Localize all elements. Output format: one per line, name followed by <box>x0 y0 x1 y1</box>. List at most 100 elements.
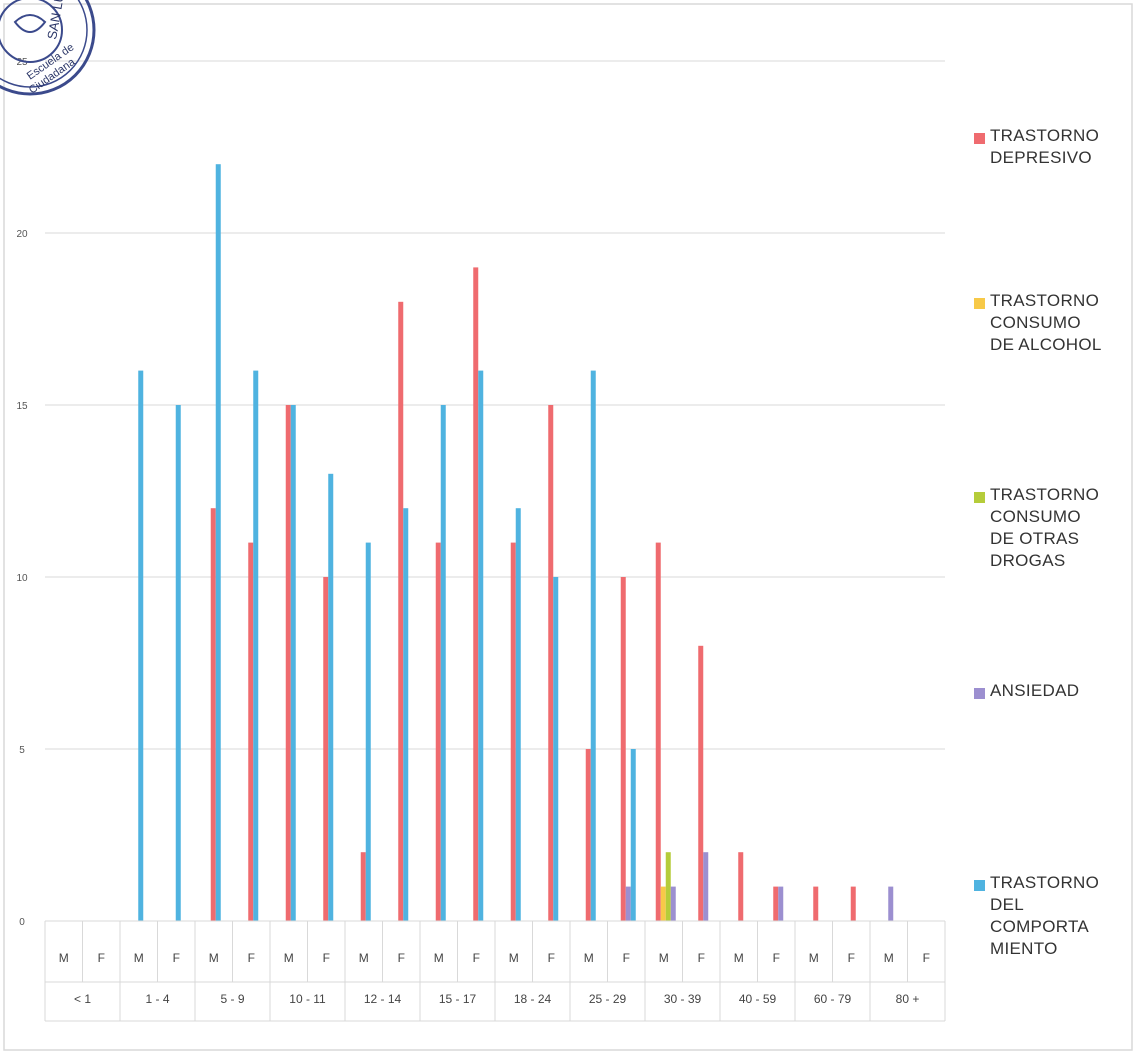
bar <box>515 508 521 921</box>
bar <box>665 852 671 921</box>
bar <box>738 852 744 921</box>
bar <box>210 508 216 921</box>
x-tick-sex-label: M <box>734 951 744 965</box>
bar <box>323 577 329 921</box>
x-tick-age-label: 12 - 14 <box>364 992 402 1006</box>
x-tick-sex-label: M <box>359 951 369 965</box>
bar <box>773 886 779 921</box>
bar <box>478 370 484 922</box>
x-tick-sex-label: F <box>398 951 405 965</box>
legend-label-ansiedad: ANSIEDAD <box>990 681 1080 700</box>
bar <box>365 542 371 921</box>
bar <box>548 405 554 921</box>
y-tick-label: 5 <box>19 745 25 756</box>
legend-swatch-otras-drogas <box>974 492 985 503</box>
bars <box>138 164 894 922</box>
legend-label-depresivo: TRASTORNO DEPRESIVO <box>990 126 1100 167</box>
bar <box>360 852 366 921</box>
bar <box>590 370 596 922</box>
x-tick-sex-label: M <box>59 951 69 965</box>
bar <box>285 405 291 921</box>
x-tick-sex-label: F <box>173 951 180 965</box>
x-tick-age-label: 5 - 9 <box>220 992 244 1006</box>
x-tick-age-label: 18 - 24 <box>514 992 552 1006</box>
bar <box>440 405 446 921</box>
x-tick-age-label: 1 - 4 <box>145 992 169 1006</box>
outer-border <box>3 3 1133 1051</box>
x-tick-sex-label: F <box>98 951 105 965</box>
y-tick-label: 20 <box>16 229 28 240</box>
x-tick-age-label: 80 + <box>896 992 920 1006</box>
x-tick-age-label: 25 - 29 <box>589 992 627 1006</box>
legend-label-otras-drogas: TRASTORNO CONSUMO DE OTRAS DROGAS <box>990 485 1100 570</box>
bar <box>625 886 631 921</box>
bar <box>253 370 259 922</box>
x-tick-sex-label: F <box>473 951 480 965</box>
bar <box>290 405 296 921</box>
x-axis-table: M F M F M F M F M F M F M F M F M F M F M F M F < 1 1 - 4 5 - 9 10 … <box>44 920 946 1022</box>
bar <box>813 886 819 921</box>
y-tick-label: 25 <box>16 57 28 68</box>
legend-swatch-comportamiento <box>974 880 985 891</box>
legend-label-alcohol: TRASTORNO CONSUMO DE ALCOHOL <box>990 291 1102 354</box>
x-tick-sex-label: M <box>584 951 594 965</box>
gridlines <box>3 3 1133 1051</box>
x-tick-sex-label: F <box>773 951 780 965</box>
x-tick-age-label: < 1 <box>74 992 91 1006</box>
x-tick-sex-label: M <box>884 951 894 965</box>
bar <box>328 473 334 921</box>
bar <box>403 508 409 921</box>
bar <box>435 542 441 921</box>
bar <box>585 749 591 921</box>
bar <box>398 301 404 921</box>
x-tick-sex-label: F <box>248 951 255 965</box>
legend: TRASTORNO DEPRESIVO TRASTORNO CONSUMO DE… <box>970 0 1130 1056</box>
x-tick-sex-label: F <box>548 951 555 965</box>
legend-swatch-ansiedad <box>974 688 985 699</box>
x-tick-sex-label: M <box>509 951 519 965</box>
bar <box>553 577 559 921</box>
bar <box>473 267 479 921</box>
svg-text:SAN LUIS: SAN LUIS <box>44 0 69 41</box>
y-axis-ticks: 0 5 10 15 20 25 <box>16 57 28 928</box>
bar <box>850 886 856 921</box>
bar <box>510 542 516 921</box>
bar <box>655 542 661 921</box>
x-tick-age-label: 60 - 79 <box>814 992 852 1006</box>
x-tick-sex-label: M <box>809 951 819 965</box>
bar <box>698 645 704 921</box>
x-tick-sex-label: M <box>659 951 669 965</box>
bar <box>248 542 254 921</box>
legend-swatch-alcohol <box>974 298 985 309</box>
bar <box>215 164 221 921</box>
legend-swatch-depresivo <box>974 133 985 144</box>
x-tick-sex-label: F <box>623 951 630 965</box>
y-tick-label: 15 <box>16 401 28 412</box>
legend-label-comportamiento: TRASTORNO DEL COMPORTA MIENTO <box>990 873 1100 958</box>
x-tick-sex-label: F <box>923 951 930 965</box>
x-tick-sex-label: M <box>284 951 294 965</box>
bar <box>138 370 144 922</box>
bar <box>660 886 666 921</box>
x-tick-sex-label: M <box>134 951 144 965</box>
bar <box>703 852 709 921</box>
y-tick-label: 0 <box>19 917 25 928</box>
x-tick-age-label: 30 - 39 <box>664 992 702 1006</box>
x-tick-sex-label: M <box>209 951 219 965</box>
bar <box>778 886 784 921</box>
bar <box>888 886 894 921</box>
x-tick-age-label: 15 - 17 <box>439 992 477 1006</box>
x-tick-sex-label: F <box>323 951 330 965</box>
bar <box>630 749 636 921</box>
x-tick-sex-label: F <box>848 951 855 965</box>
official-stamp: SAN LUIS Escuela de Ciudadana <box>0 0 96 96</box>
bar <box>175 405 181 921</box>
x-tick-age-label: 40 - 59 <box>739 992 777 1006</box>
x-tick-age-label: 10 - 11 <box>289 992 326 1006</box>
x-tick-sex-label: F <box>698 951 705 965</box>
bar <box>670 886 676 921</box>
x-tick-sex-label: M <box>434 951 444 965</box>
bar <box>620 577 626 921</box>
y-tick-label: 10 <box>16 573 28 584</box>
